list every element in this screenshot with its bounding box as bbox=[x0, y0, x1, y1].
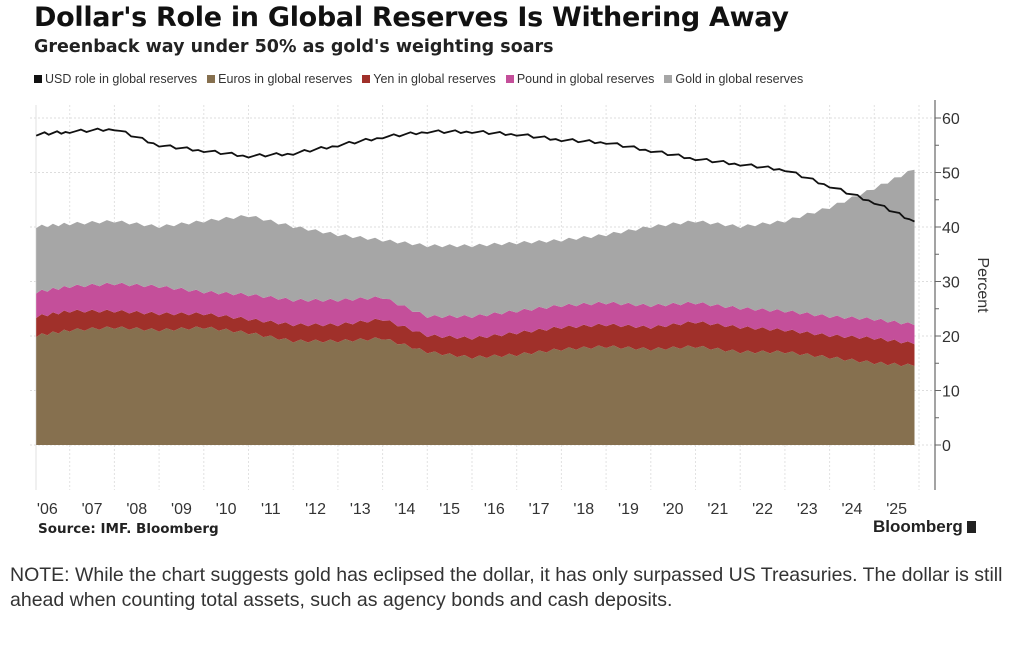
legend-label-euros: Euros in global reserves bbox=[218, 72, 353, 86]
legend-swatch-usd bbox=[34, 75, 42, 83]
x-tick-label: '09 bbox=[171, 501, 192, 518]
chart-svg: 0 10 20 30 40 50 60 Percent '06 '07 '08 '09 '10 '11 '1… bbox=[30, 100, 991, 518]
y-tick-label: 0 bbox=[942, 438, 951, 455]
x-tick-label: '25 bbox=[886, 501, 907, 518]
legend-label-pound: Pound in global reserves bbox=[516, 72, 655, 86]
legend-item-euros: Euros in global reserves bbox=[207, 72, 352, 86]
line-usd bbox=[35, 127, 915, 223]
brand-text: Bloomberg bbox=[873, 517, 963, 536]
x-tick-label: '10 bbox=[216, 501, 237, 518]
x-tick-label: '07 bbox=[82, 501, 103, 518]
legend-swatch-gold bbox=[664, 75, 673, 83]
x-tick-label: '19 bbox=[618, 501, 639, 518]
legend-item-pound: Pound in global reserves bbox=[505, 72, 655, 86]
y-tick-label: 50 bbox=[942, 166, 960, 183]
x-tick-label: '13 bbox=[350, 501, 371, 518]
legend-label-gold: Gold in global reserves bbox=[675, 72, 804, 86]
legend-item-gold: Gold in global reserves bbox=[664, 72, 803, 86]
area-euros bbox=[36, 326, 915, 445]
x-tick-label: '12 bbox=[305, 501, 326, 518]
legend-item-yen: Yen in global reserves bbox=[362, 72, 496, 86]
legend-label-usd: USD role in global reserves bbox=[45, 72, 198, 86]
chart-subtitle: Greenback way under 50% as gold's weight… bbox=[34, 37, 554, 57]
y-tick-label: 30 bbox=[942, 275, 960, 292]
legend-swatch-pound bbox=[505, 75, 514, 83]
x-tick-label: '15 bbox=[439, 501, 460, 518]
x-tick-label: '20 bbox=[663, 501, 684, 518]
bloomberg-logo: Bloomberg bbox=[873, 517, 977, 537]
area-gold bbox=[36, 169, 915, 326]
y-tick-label: 60 bbox=[942, 111, 960, 128]
area-yen bbox=[36, 309, 915, 367]
x-tick-label: '16 bbox=[484, 501, 505, 518]
legend-swatch-euros bbox=[207, 75, 216, 83]
x-tick-label: '18 bbox=[573, 501, 594, 518]
legend-swatch-yen bbox=[362, 75, 371, 83]
x-tick-label: '06 bbox=[37, 501, 58, 518]
x-tick-label: '23 bbox=[797, 501, 818, 518]
y-tick-label: 40 bbox=[942, 220, 960, 237]
legend-label-yen: Yen in global reserves bbox=[373, 72, 496, 86]
x-tick-label: '22 bbox=[752, 501, 773, 518]
chart-title: Dollar's Role in Global Reserves Is With… bbox=[34, 2, 789, 33]
y-axis-label: Percent bbox=[974, 257, 991, 313]
legend-item-usd: USD role in global reserves bbox=[34, 72, 197, 86]
x-tick-label: '08 bbox=[126, 501, 147, 518]
x-tick-label: '21 bbox=[707, 501, 728, 518]
x-tick-label: '11 bbox=[261, 501, 281, 518]
area-pound bbox=[36, 282, 915, 345]
legend: USD role in global reserves Euros in glo… bbox=[34, 72, 803, 86]
y-tick-label: 20 bbox=[942, 329, 960, 346]
x-tick-label: '14 bbox=[395, 501, 416, 518]
note-text: NOTE: While the chart suggests gold has … bbox=[10, 564, 1003, 611]
bloomberg-terminal-icon bbox=[967, 521, 977, 533]
x-tick-label: '24 bbox=[842, 501, 863, 518]
x-tick-label: '17 bbox=[529, 501, 550, 518]
y-tick-label: 10 bbox=[942, 384, 960, 401]
source-note: Source: IMF. Bloomberg bbox=[38, 521, 219, 537]
